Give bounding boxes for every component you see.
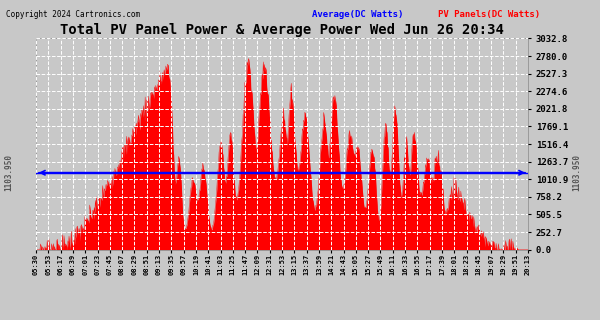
Text: Copyright 2024 Cartronics.com: Copyright 2024 Cartronics.com: [6, 10, 140, 19]
Text: 1103.950: 1103.950: [4, 154, 13, 191]
Text: PV Panels(DC Watts): PV Panels(DC Watts): [438, 10, 540, 19]
Text: Average(DC Watts): Average(DC Watts): [312, 10, 403, 19]
Text: 1103.950: 1103.950: [573, 154, 582, 191]
Title: Total PV Panel Power & Average Power Wed Jun 26 20:34: Total PV Panel Power & Average Power Wed…: [60, 23, 504, 37]
